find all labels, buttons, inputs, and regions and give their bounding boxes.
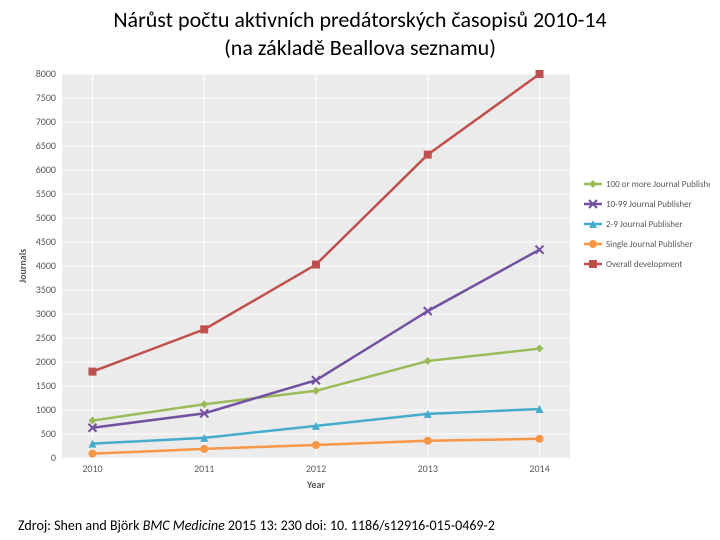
svg-text:3500: 3500: [36, 283, 56, 296]
svg-text:8000: 8000: [36, 67, 56, 80]
svg-text:6000: 6000: [36, 163, 56, 176]
svg-text:2014: 2014: [529, 462, 549, 475]
svg-text:2-9 Journal Publisher: 2-9 Journal Publisher: [606, 219, 683, 230]
svg-text:7000: 7000: [36, 115, 56, 128]
source-citation: Zdroj: Shen and Björk BMC Medicine 2015 …: [18, 517, 495, 534]
source-rest: 2015 13: 230 doi: 10. 1186/s12916-015-04…: [225, 517, 495, 534]
title-line-2: (na základě Beallova seznamu): [20, 34, 700, 62]
svg-text:Overall development: Overall development: [606, 259, 682, 270]
svg-text:0: 0: [51, 451, 56, 464]
source-prefix: Zdroj: Shen and Björk: [18, 517, 143, 534]
title-line-1: Nárůst počtu aktivních predátorských čas…: [20, 6, 700, 34]
svg-text:2012: 2012: [306, 462, 326, 475]
svg-text:7500: 7500: [36, 91, 56, 104]
source-journal: BMC Medicine: [143, 517, 225, 534]
svg-text:1500: 1500: [36, 379, 56, 392]
svg-text:Single Journal Publisher: Single Journal Publisher: [606, 239, 692, 250]
svg-text:100 or more Journal Publisher: 100 or more Journal Publisher: [606, 179, 710, 190]
svg-text:Journals: Journals: [16, 249, 29, 283]
svg-text:3000: 3000: [36, 307, 56, 320]
svg-text:4000: 4000: [36, 259, 56, 272]
line-chart: 0 500 1000 1500 2000 2500 3000 3500 4000 4500 5000…: [10, 66, 710, 496]
svg-text:10-99 Journal Publisher: 10-99 Journal Publisher: [606, 199, 692, 210]
svg-text:2011: 2011: [194, 462, 214, 475]
slide-title: Nárůst počtu aktivních predátorských čas…: [0, 0, 720, 61]
svg-text:5000: 5000: [36, 211, 56, 224]
svg-text:2010: 2010: [82, 462, 102, 475]
svg-text:1000: 1000: [36, 403, 56, 416]
svg-text:2000: 2000: [36, 355, 56, 368]
svg-text:5500: 5500: [36, 187, 56, 200]
svg-text:2013: 2013: [418, 462, 438, 475]
svg-text:6500: 6500: [36, 139, 56, 152]
svg-text:4500: 4500: [36, 235, 56, 248]
svg-text:Year: Year: [306, 478, 325, 491]
svg-text:2500: 2500: [36, 331, 56, 344]
svg-text:500: 500: [41, 427, 56, 440]
